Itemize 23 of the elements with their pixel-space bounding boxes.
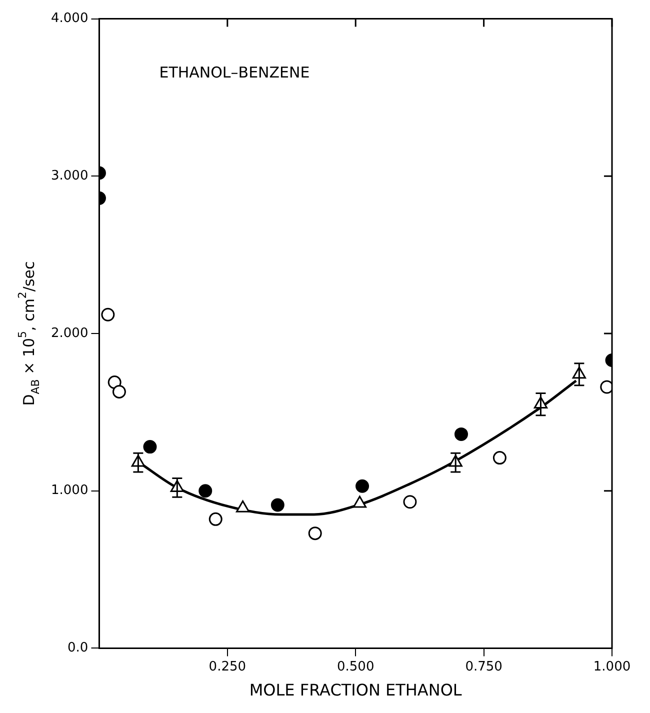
y-tick-label: 3.000 [51, 168, 88, 184]
y-tick-label: 4.000 [51, 11, 88, 26]
x-tick-label: 0.250 [208, 659, 246, 674]
point [492, 451, 506, 465]
x-tick-label: 0.500 [337, 659, 374, 674]
point [208, 512, 222, 526]
point [308, 526, 322, 540]
point [356, 479, 370, 493]
y-axis-title: DAB × 105, cm2/sec [16, 261, 42, 406]
y-tick-label: 2.000 [51, 326, 88, 341]
point [454, 427, 468, 441]
x-axis-title: MOLE FRACTION ETHANOL [249, 680, 462, 700]
point [101, 308, 115, 322]
x-tick-label: 0.750 [465, 659, 502, 674]
point [270, 498, 284, 512]
y-tick-label: 1.000 [51, 483, 88, 498]
point [198, 484, 212, 498]
point [403, 495, 417, 509]
x-tick-label: 1.000 [593, 659, 631, 674]
y-tick-label: 0.0 [68, 640, 88, 656]
point [143, 440, 157, 454]
annotation: ETHANOL–BENZENE [159, 64, 310, 82]
point [112, 384, 126, 398]
